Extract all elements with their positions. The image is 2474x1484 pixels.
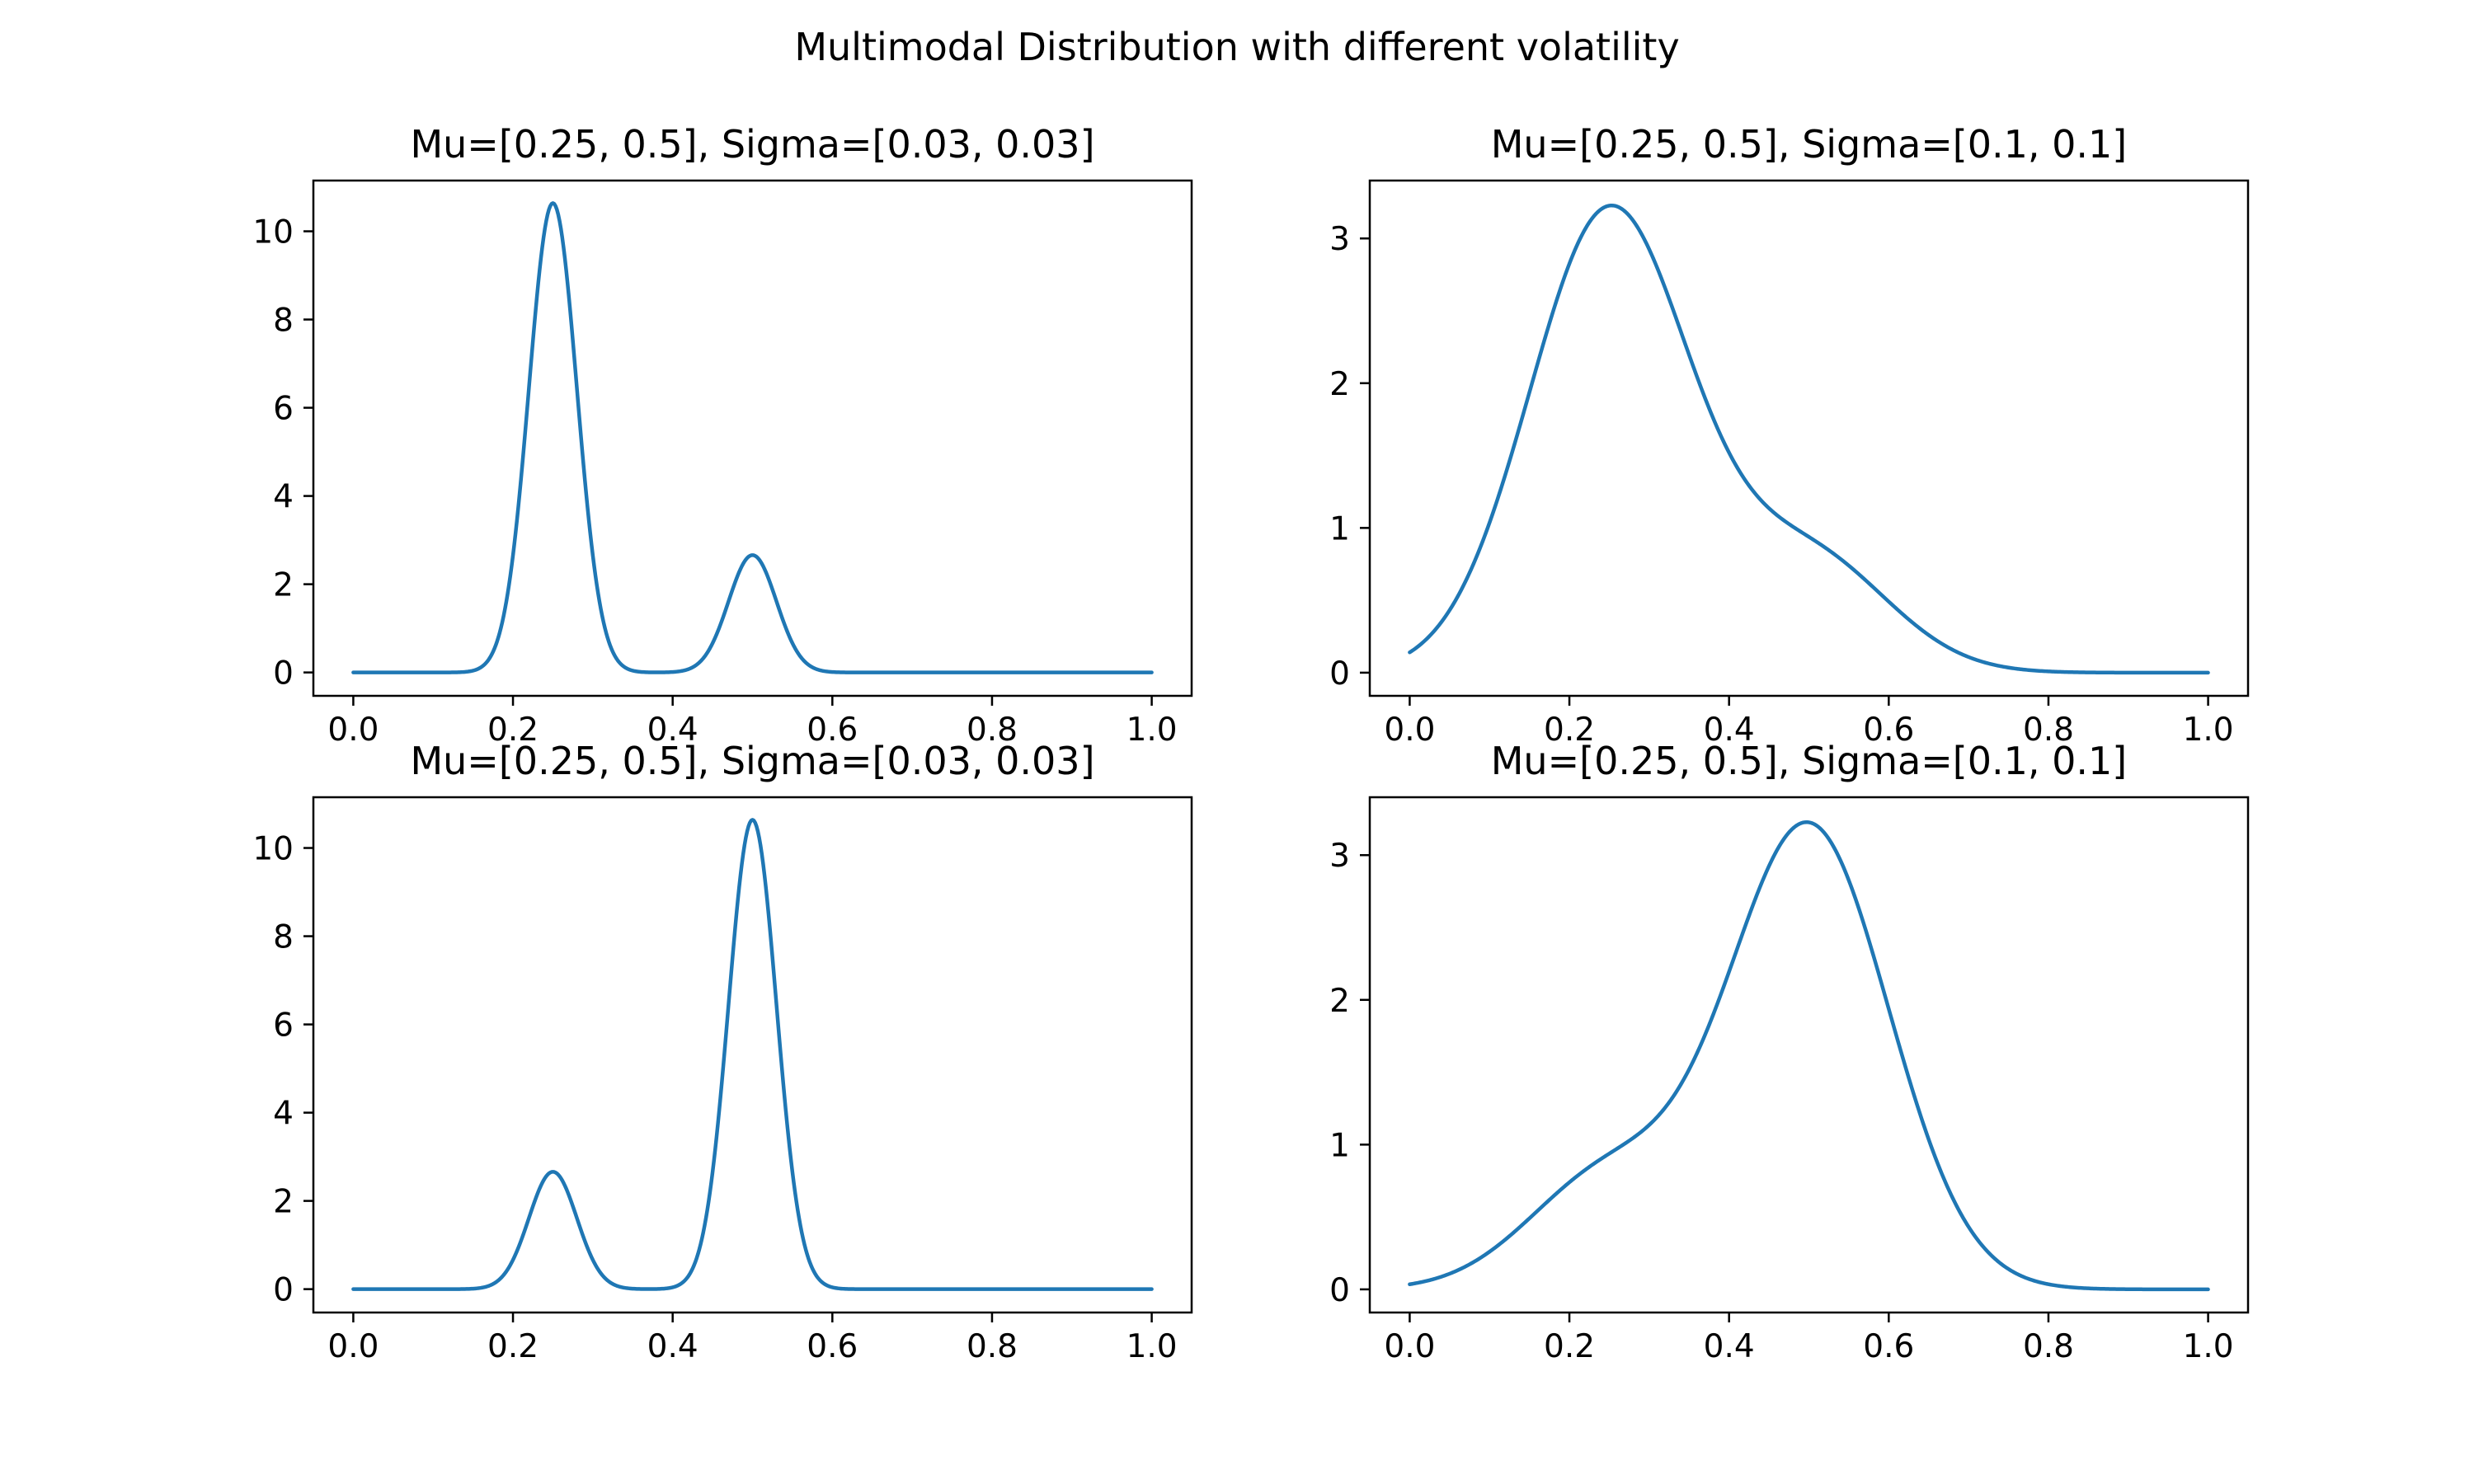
subplot-2-axes-frame [1368,179,2250,697]
subplot-4-xtick-label: 0.6 [1863,1328,1914,1365]
subplot-4-title: Mu=[0.25, 0.5], Sigma=[0.1, 0.1] [1491,739,2128,783]
subplot-4-ytick-label: 2 [1329,983,1350,1020]
subplot-4-xtick-label: 1.0 [2183,1328,2234,1365]
subplot-1-ytick-label: 4 [273,479,294,516]
subplot-3-title: Mu=[0.25, 0.5], Sigma=[0.03, 0.03] [410,739,1094,783]
subplot-4: 0.0 0.2 0.4 0.6 0.8 1.0 0 1 2 3 Mu=[0.25, 0.5], Si… [1329,739,2250,1365]
subplot-1-xtick-label: 1.0 [1126,711,1178,749]
subplot-3-xtick-label: 0.4 [647,1328,698,1365]
subplot-4-ytick-label: 3 [1329,838,1350,875]
subplot-2-xtick-label: 0.0 [1384,711,1435,749]
subplot-2-xtick-label: 1.0 [2183,711,2234,749]
subplot-2-density-line [1408,203,2210,675]
subplot-4-ytick-label: 0 [1329,1272,1350,1309]
subplot-3-ytick-label: 0 [273,1272,294,1309]
subplot-3-ytick-label: 4 [273,1096,294,1133]
subplot-2-xtick-label: 0.4 [1704,711,1755,749]
subplot-1-ytick-label: 10 [252,214,294,251]
subplot-3-xtick-label: 0.2 [487,1328,539,1365]
subplot-3-xtick-label: 0.6 [807,1328,858,1365]
subplot-1-ytick-label: 8 [273,303,294,340]
subplot-1-xtick-label: 0.6 [807,711,858,749]
subplot-2-title: Mu=[0.25, 0.5], Sigma=[0.1, 0.1] [1491,122,2128,167]
subplot-3-ytick-label: 10 [252,831,294,868]
figure-suptitle: Multimodal Distribution with different v… [794,25,1679,69]
subplot-2-ytick-label: 1 [1329,510,1350,547]
subplot-1-xtick-label: 0.0 [327,711,379,749]
subplot-2-xtick-label: 0.8 [2023,711,2074,749]
subplot-1-xtick-label: 0.4 [647,711,698,749]
subplot-3: 0.0 0.2 0.4 0.6 0.8 1.0 0 2 4 6 8 10 Mu=[0.25, 0.5],… [252,739,1193,1365]
subplot-3-xtick-label: 0.8 [967,1328,1018,1365]
subplot-2-xtick-label: 0.6 [1863,711,1914,749]
subplot-4-density-line [1408,819,2210,1292]
subplot-4-xtick-label: 0.2 [1544,1328,1595,1365]
subplot-2-ytick-label: 2 [1329,366,1350,403]
subplot-1-title: Mu=[0.25, 0.5], Sigma=[0.03, 0.03] [410,122,1094,167]
subplot-4-axes-frame [1368,796,2250,1314]
subplot-3-ytick-label: 8 [273,919,294,956]
subplot-3-density-line [351,818,1154,1291]
subplot-3-xtick-label: 0.0 [327,1328,379,1365]
subplot-1-ytick-label: 0 [273,655,294,693]
subplot-3-axes-frame [312,796,1193,1314]
subplot-1-axes-frame [312,179,1193,697]
subplot-2-ytick-label: 3 [1329,221,1350,258]
subplot-1-ytick-label: 2 [273,567,294,604]
subplot-3-ytick-label: 6 [273,1007,294,1045]
subplot-4-ytick-label: 1 [1329,1127,1350,1164]
subplot-3-ytick-label: 2 [273,1184,294,1221]
subplot-3-xtick-label: 1.0 [1126,1328,1178,1365]
subplot-2: 0.0 0.2 0.4 0.6 0.8 1.0 0 1 2 3 Mu=[0.25, 0.5], Si… [1329,122,2250,749]
subplot-2-ytick-label: 0 [1329,655,1350,693]
subplot-1: 0.0 0.2 0.4 0.6 0.8 1.0 0 2 4 6 8 10 Mu=[0.25, 0.5],… [252,122,1193,749]
subplot-1-xtick-label: 0.2 [487,711,539,749]
subplot-1-density-line [351,201,1154,674]
subplot-4-xtick-label: 0.0 [1384,1328,1435,1365]
subplot-1-ytick-label: 6 [273,391,294,428]
subplot-2-xtick-label: 0.2 [1544,711,1595,749]
subplot-1-xtick-label: 0.8 [967,711,1018,749]
subplot-4-xtick-label: 0.8 [2023,1328,2074,1365]
subplot-4-xtick-label: 0.4 [1704,1328,1755,1365]
